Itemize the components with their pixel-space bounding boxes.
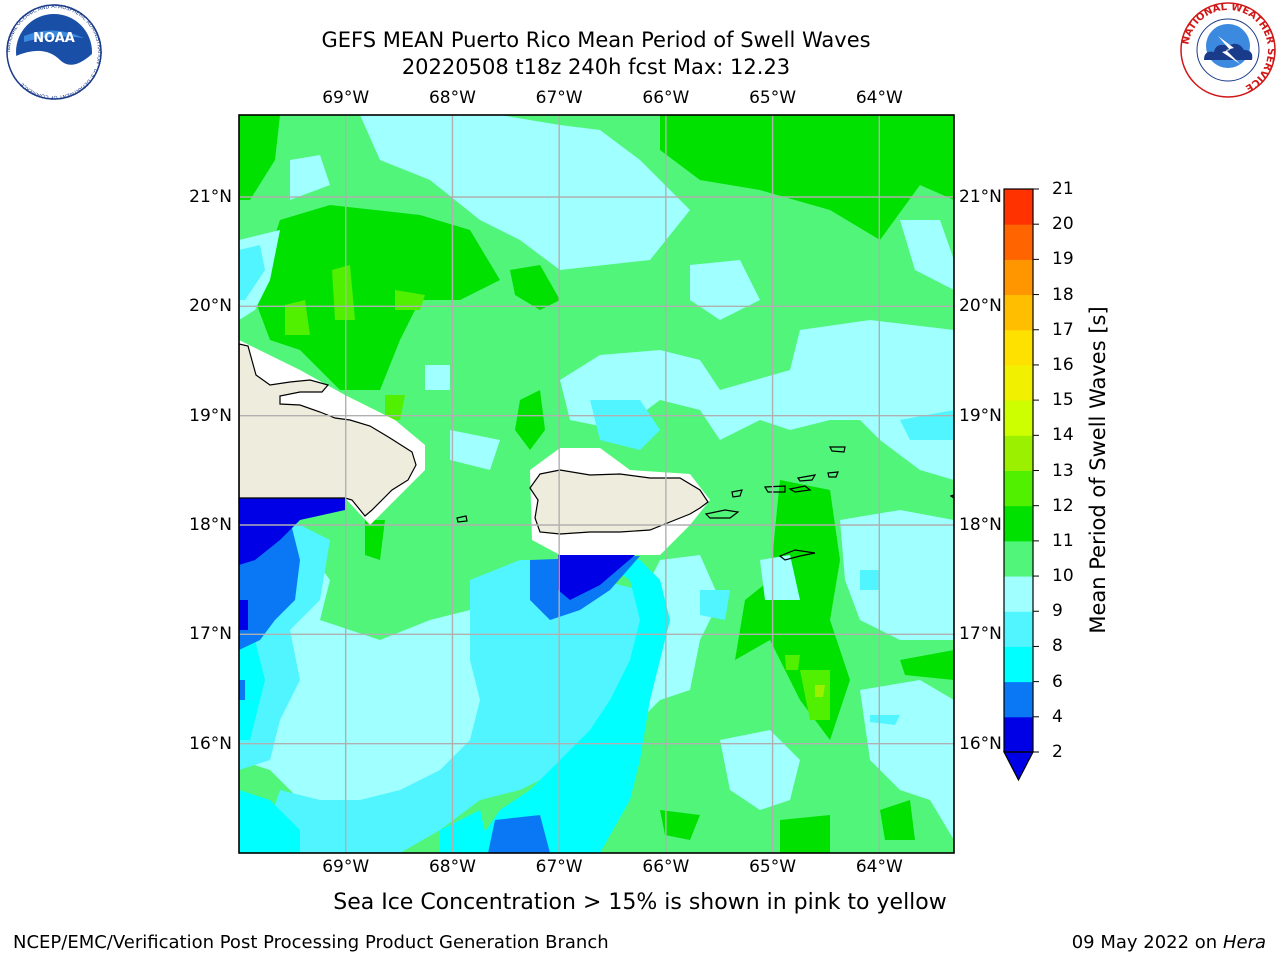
map-grid [239, 115, 954, 853]
map-subtitle: 20220508 t18z 240h fcst Max: 12.23 [401, 55, 791, 79]
lat-label-right-3: 19°N [959, 405, 1002, 426]
lat-label-left-0: 16°N [189, 733, 232, 754]
colorbar-tick-label-15: 15 [1052, 390, 1074, 411]
colorbar-segment-15-16 [1004, 364, 1033, 401]
lon-label-bottom-0: 69°W [322, 857, 370, 877]
colorbar-tick-label-12: 12 [1052, 495, 1074, 516]
colorbar-tick-label-9: 9 [1052, 601, 1063, 622]
contour-below-2 [239, 498, 635, 630]
colorbar-tick-label-11: 11 [1052, 530, 1074, 551]
lon-label-bottom-1: 68°W [428, 857, 476, 877]
colorbar-segment-10-11 [1004, 540, 1033, 577]
puerto-rico-land [529, 469, 709, 535]
colorbar-tick-label-21: 21 [1052, 179, 1074, 199]
colorbar-segment-17-18 [1004, 294, 1033, 331]
nws-logo: NATIONAL WEATHER SERVICE [1180, 2, 1276, 98]
contour-field [239, 115, 954, 853]
map-title: GEFS MEAN Puerto Rico Mean Period of Swe… [321, 28, 871, 52]
lat-label-right-4: 20°N [959, 296, 1002, 317]
colorbar-segment-19-20 [1004, 224, 1033, 260]
lon-label-bottom-2: 67°W [535, 857, 583, 877]
colorbar-segment-2-4 [1004, 716, 1033, 753]
lon-label-top-1: 68°W [428, 88, 476, 108]
colorbar-tick-label-6: 6 [1052, 671, 1063, 692]
lon-label-bottom-4: 65°W [749, 857, 797, 877]
colorbar-label: Mean Period of Swell Waves [s] [1086, 306, 1110, 634]
lon-label-top-3: 66°W [642, 88, 690, 108]
lat-label-right-2: 18°N [959, 515, 1002, 535]
colorbar-segment-20-21 [1004, 189, 1033, 225]
colorbar-tick-label-2: 2 [1052, 742, 1063, 762]
lat-label-right-0: 16°N [959, 733, 1002, 754]
colorbar-tick-label-18: 18 [1052, 284, 1074, 305]
colorbar-segment-11-12 [1004, 505, 1033, 542]
footer-branch: NCEP/EMC/Verification Post Processing Pr… [13, 932, 609, 953]
virgin-islands [456, 446, 954, 561]
colorbar-segment-6-8 [1004, 646, 1033, 683]
colorbar-segment-4-6 [1004, 681, 1033, 718]
colorbar-segment-16-17 [1004, 329, 1033, 366]
colorbar-segment-8-9 [1004, 611, 1033, 647]
lat-label-left-4: 20°N [189, 296, 232, 317]
colorbar-tick-label-4: 4 [1052, 706, 1063, 727]
lon-label-top-0: 69°W [322, 88, 370, 108]
lat-label-right-1: 17°N [959, 624, 1002, 645]
lat-label-left-1: 17°N [189, 624, 232, 645]
colorbar-segment-9-10 [1004, 576, 1033, 612]
colorbar-tick-label-14: 14 [1052, 425, 1074, 446]
colorbar-tick-label-20: 20 [1052, 214, 1074, 235]
lat-label-left-3: 19°N [189, 405, 232, 426]
svg-text:NOAA: NOAA [33, 31, 75, 46]
lat-label-right-5: 21°N [959, 187, 1002, 207]
colorbar-tick-label-19: 19 [1052, 249, 1074, 270]
colorbar-segment-13-14 [1004, 435, 1033, 471]
footer-date: 09 May 2022 on Hera [1071, 932, 1266, 953]
colorbar-under-triangle [1003, 751, 1034, 782]
colorbar-tick-label-10: 10 [1052, 566, 1074, 587]
colorbar-tick-label-17: 17 [1052, 319, 1074, 340]
colorbar-tick-label-16: 16 [1052, 354, 1074, 375]
colorbar [1003, 188, 1039, 782]
map-frame [238, 114, 955, 854]
colorbar-tick-label-8: 8 [1052, 636, 1063, 657]
lon-label-top-2: 67°W [535, 88, 583, 108]
lon-label-top-4: 65°W [749, 88, 797, 108]
colorbar-segment-12-13 [1004, 470, 1033, 507]
sea-ice-caption: Sea Ice Concentration > 15% is shown in … [333, 890, 947, 915]
lon-label-bottom-3: 66°W [642, 857, 690, 877]
lat-label-left-2: 18°N [189, 515, 232, 535]
colorbar-tick-label-13: 13 [1052, 460, 1074, 481]
hispaniola-land [239, 343, 417, 517]
noaa-logo: NATIONAL OCEANIC AND ATMOSPHERIC ADMINIS… [6, 4, 102, 100]
colorbar-segment-14-15 [1004, 400, 1033, 436]
colorbar-segment-18-19 [1004, 259, 1033, 296]
lon-label-top-5: 64°W [855, 88, 903, 108]
contour-12-13 [815, 685, 825, 697]
lon-label-bottom-5: 64°W [855, 857, 903, 877]
lat-label-left-5: 21°N [189, 187, 232, 207]
